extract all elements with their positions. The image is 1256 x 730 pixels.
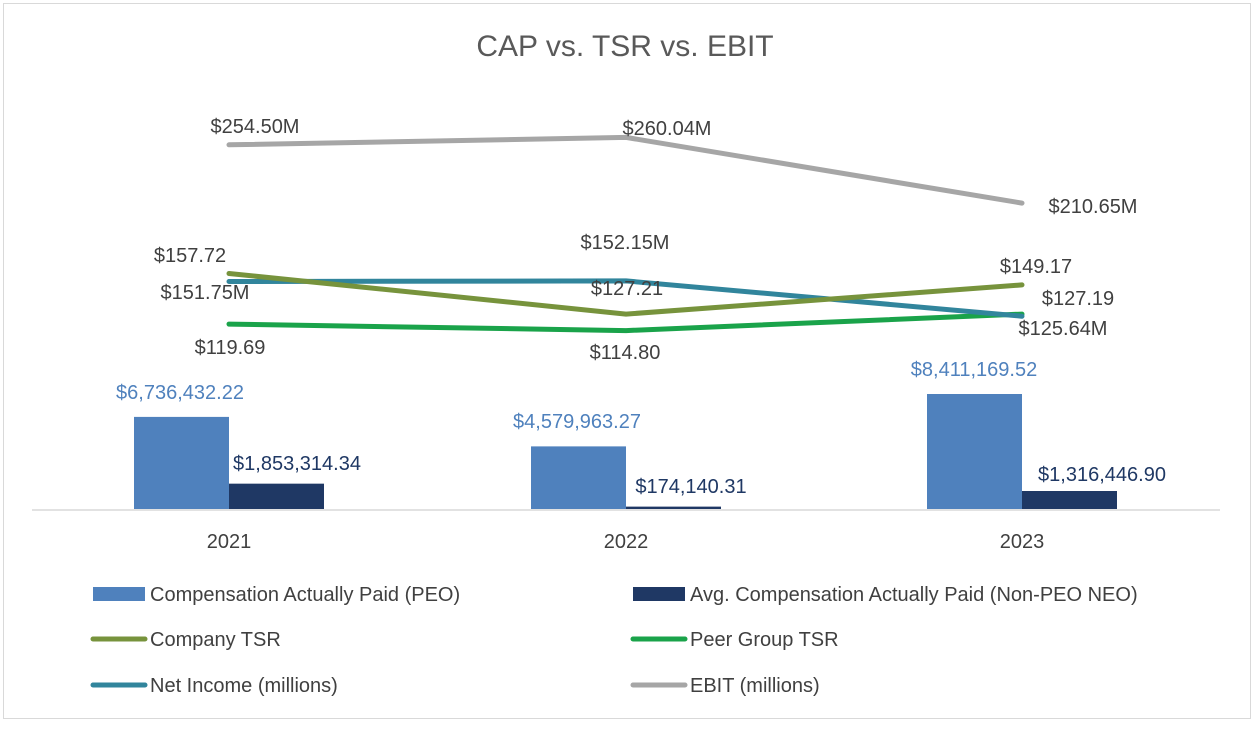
bar-layer: [134, 394, 1117, 509]
label-neo-2021: $1,853,314.34: [233, 453, 361, 475]
legend-label-company-tsr: Company TSR: [150, 629, 281, 651]
chart-frame: [3, 3, 1251, 719]
bar-neo-2022: [626, 506, 721, 509]
line-layer: [226, 134, 1025, 334]
data-label-layer: $6,736,432.22 $4,579,963.27 $8,411,169.52 $…: [116, 116, 1166, 498]
bar-peo-2022: [531, 446, 626, 509]
label-peer-group-tsr-2022: $114.80: [590, 342, 661, 364]
line-peer-group-tsr: [226, 311, 1025, 334]
label-net-income-millions-2022: $152.15M: [581, 232, 670, 254]
legend-swatch-avg-compensation-actually-paid-non-peo-neo: [633, 587, 685, 601]
x-tick-2021: 2021: [207, 531, 252, 553]
label-company-tsr-2021: $157.72: [154, 245, 226, 267]
x-tick-2022: 2022: [604, 531, 649, 553]
label-peer-group-tsr-2021: $119.69: [195, 337, 266, 359]
bar-peo-2023: [927, 394, 1022, 509]
label-net-income-millions-2023: $125.64M: [1019, 318, 1108, 340]
x-axis-ticks: 2021 2022 2023: [207, 531, 1045, 553]
label-peer-group-tsr-2023: $127.19: [1042, 288, 1114, 310]
legend-label-net-income-millions: Net Income (millions): [150, 675, 338, 697]
legend-label-avg-compensation-actually-paid-non-peo-neo: Avg. Compensation Actually Paid (Non-PEO…: [690, 584, 1138, 606]
line-net-income-millions: [226, 278, 1025, 319]
bar-neo-2021: [229, 483, 324, 509]
label-peo-2022: $4,579,963.27: [513, 411, 641, 433]
label-net-income-millions-2021: $151.75M: [161, 282, 250, 304]
label-peo-2023: $8,411,169.52: [911, 359, 1037, 381]
label-neo-2022: $174,140.31: [635, 476, 746, 498]
legend-label-ebit-millions: EBIT (millions): [690, 675, 820, 697]
label-company-tsr-2023: $149.17: [1000, 256, 1072, 278]
legend: Compensation Actually Paid (PEO) Avg. Com…: [90, 584, 1138, 697]
line-company-tsr: [226, 271, 1025, 317]
x-tick-2023: 2023: [1000, 531, 1045, 553]
label-neo-2023: $1,316,446.90: [1038, 464, 1166, 486]
legend-swatch-compensation-actually-paid-peo: [93, 587, 145, 601]
bar-peo-2021: [134, 416, 229, 509]
line-ebit-millions: [226, 134, 1025, 206]
bar-neo-2023: [1022, 491, 1117, 509]
legend-label-peer-group-tsr: Peer Group TSR: [690, 629, 839, 651]
legend-label-compensation-actually-paid-peo: Compensation Actually Paid (PEO): [150, 584, 460, 606]
chart-title: CAP vs. TSR vs. EBIT: [476, 30, 773, 63]
label-company-tsr-2022: $127.21: [591, 278, 663, 300]
label-ebit-millions-2022: $260.04M: [623, 118, 712, 140]
label-ebit-millions-2023: $210.65M: [1049, 196, 1138, 218]
label-peo-2021: $6,736,432.22: [116, 382, 244, 404]
label-ebit-millions-2021: $254.50M: [211, 116, 300, 138]
